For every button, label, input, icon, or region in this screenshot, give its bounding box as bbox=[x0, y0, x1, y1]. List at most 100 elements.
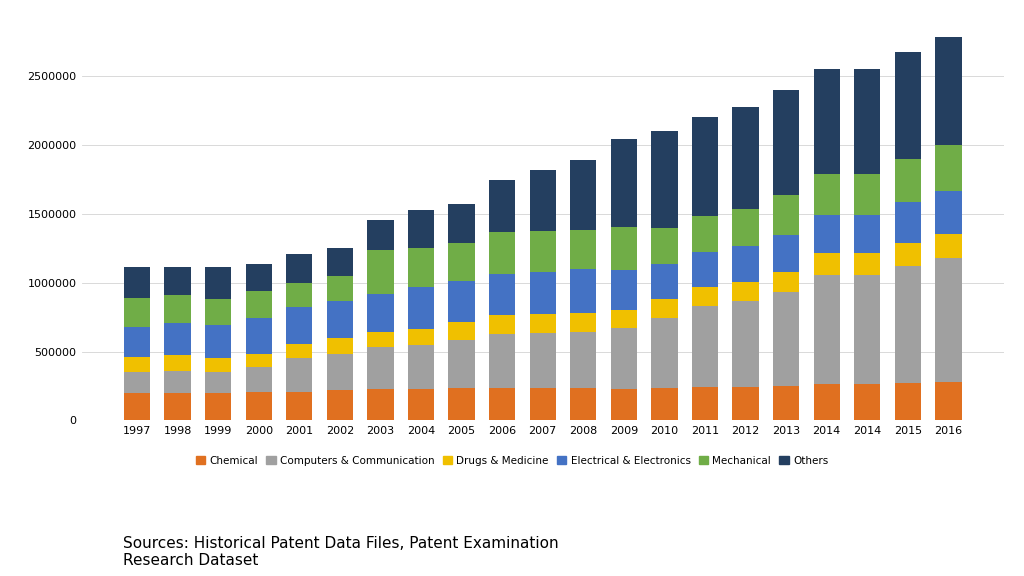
Bar bbox=[773, 195, 800, 235]
Bar bbox=[570, 230, 596, 269]
Bar bbox=[732, 209, 759, 246]
Bar bbox=[246, 319, 272, 354]
Bar bbox=[368, 220, 393, 249]
Bar bbox=[368, 347, 393, 389]
Bar bbox=[732, 107, 759, 209]
Bar bbox=[651, 131, 678, 228]
Bar bbox=[489, 388, 515, 420]
Bar bbox=[895, 52, 921, 160]
Bar bbox=[773, 386, 800, 420]
Bar bbox=[935, 258, 962, 382]
Bar bbox=[935, 191, 962, 234]
Bar bbox=[651, 299, 678, 318]
Bar bbox=[895, 383, 921, 420]
Bar bbox=[813, 69, 840, 174]
Bar bbox=[570, 332, 596, 388]
Bar bbox=[692, 287, 718, 306]
Bar bbox=[935, 234, 962, 258]
Bar bbox=[286, 392, 312, 420]
Bar bbox=[854, 174, 881, 215]
Bar bbox=[813, 384, 840, 420]
Bar bbox=[813, 215, 840, 253]
Bar bbox=[449, 281, 475, 322]
Bar bbox=[610, 139, 637, 227]
Bar bbox=[895, 244, 921, 266]
Bar bbox=[489, 315, 515, 334]
Bar bbox=[205, 298, 231, 325]
Bar bbox=[732, 246, 759, 282]
Bar bbox=[813, 253, 840, 275]
Bar bbox=[935, 37, 962, 145]
Bar bbox=[327, 248, 353, 276]
Bar bbox=[489, 334, 515, 388]
Bar bbox=[773, 292, 800, 386]
Bar bbox=[610, 270, 637, 310]
Bar bbox=[813, 275, 840, 384]
Bar bbox=[124, 372, 151, 393]
Bar bbox=[854, 253, 881, 275]
Bar bbox=[651, 264, 678, 299]
Bar bbox=[489, 274, 515, 315]
Bar bbox=[165, 371, 190, 393]
Bar bbox=[449, 388, 475, 420]
Bar bbox=[205, 393, 231, 420]
Bar bbox=[205, 325, 231, 358]
Bar bbox=[246, 354, 272, 367]
Bar bbox=[651, 318, 678, 388]
Bar bbox=[692, 388, 718, 420]
Bar bbox=[692, 306, 718, 388]
Bar bbox=[895, 266, 921, 383]
Bar bbox=[732, 282, 759, 301]
Bar bbox=[651, 388, 678, 420]
Bar bbox=[732, 301, 759, 386]
Bar bbox=[205, 267, 231, 298]
Bar bbox=[165, 295, 190, 323]
Bar bbox=[246, 264, 272, 291]
Bar bbox=[773, 90, 800, 195]
Bar bbox=[449, 204, 475, 242]
Legend: Chemical, Computers & Communication, Drugs & Medicine, Electrical & Electronics,: Chemical, Computers & Communication, Dru… bbox=[191, 452, 833, 470]
Bar bbox=[935, 382, 962, 420]
Bar bbox=[286, 255, 312, 283]
Bar bbox=[408, 287, 434, 329]
Bar bbox=[165, 323, 190, 355]
Bar bbox=[408, 248, 434, 287]
Bar bbox=[570, 388, 596, 420]
Bar bbox=[327, 276, 353, 301]
Bar bbox=[449, 322, 475, 340]
Text: Sources: Historical Patent Data Files, Patent Examination
Research Dataset: Sources: Historical Patent Data Files, P… bbox=[123, 536, 558, 568]
Bar bbox=[368, 389, 393, 420]
Bar bbox=[610, 328, 637, 389]
Bar bbox=[813, 174, 840, 215]
Bar bbox=[529, 388, 556, 420]
Bar bbox=[165, 393, 190, 420]
Bar bbox=[124, 393, 151, 420]
Bar bbox=[327, 390, 353, 420]
Bar bbox=[449, 340, 475, 388]
Bar bbox=[246, 392, 272, 420]
Bar bbox=[286, 344, 312, 358]
Bar bbox=[489, 180, 515, 232]
Bar bbox=[529, 231, 556, 272]
Bar bbox=[529, 314, 556, 333]
Bar bbox=[205, 372, 231, 393]
Bar bbox=[368, 294, 393, 332]
Bar bbox=[408, 210, 434, 248]
Bar bbox=[651, 228, 678, 264]
Bar bbox=[692, 252, 718, 287]
Bar bbox=[368, 332, 393, 347]
Bar bbox=[773, 235, 800, 272]
Bar bbox=[246, 367, 272, 392]
Bar bbox=[327, 354, 353, 390]
Bar bbox=[165, 267, 190, 295]
Bar bbox=[610, 310, 637, 328]
Bar bbox=[205, 358, 231, 372]
Bar bbox=[570, 160, 596, 230]
Bar bbox=[529, 170, 556, 231]
Bar bbox=[935, 145, 962, 191]
Bar bbox=[854, 69, 881, 174]
Bar bbox=[246, 291, 272, 319]
Bar bbox=[124, 267, 151, 298]
Bar bbox=[692, 216, 718, 252]
Bar bbox=[610, 389, 637, 420]
